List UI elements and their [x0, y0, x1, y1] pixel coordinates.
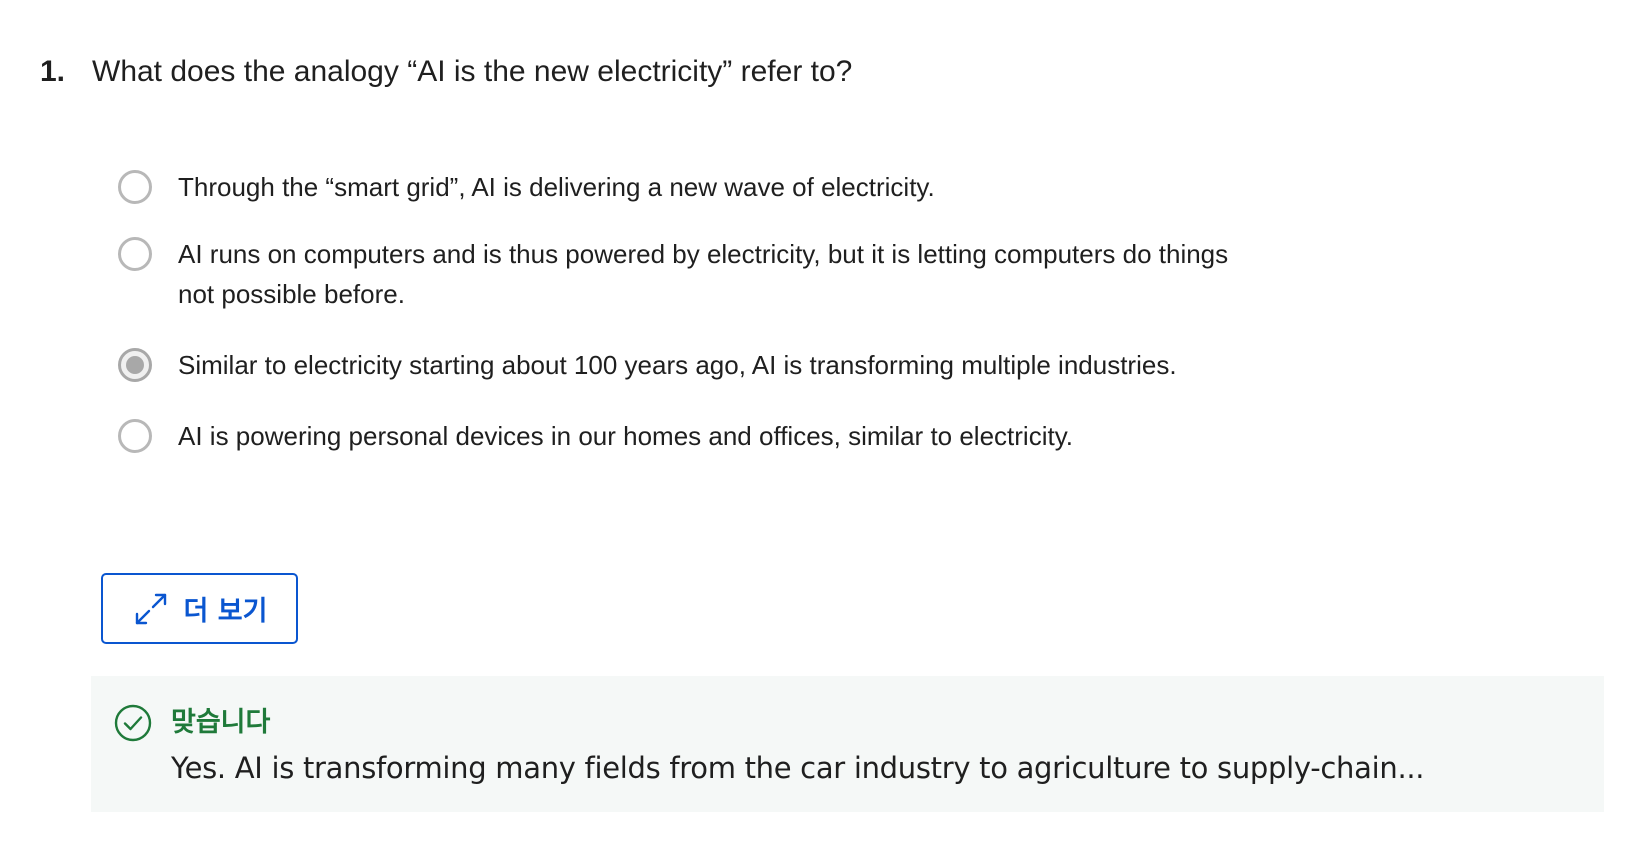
- show-more-label: 더 보기: [183, 596, 268, 627]
- radio-button-selected[interactable]: [118, 348, 152, 382]
- answer-options: Through the “smart grid”, AI is deliveri…: [118, 170, 1318, 486]
- radio-button[interactable]: [118, 237, 152, 271]
- option-text: AI runs on computers and is thus powered…: [178, 239, 1229, 309]
- question-number: 1.: [40, 55, 66, 88]
- feedback-panel: 맞습니다 Yes. AI is transforming many fields…: [91, 676, 1604, 812]
- question: 1. What does the analogy “AI is the new …: [40, 52, 852, 92]
- option-text: AI is powering personal devices in our h…: [178, 421, 1073, 451]
- expand-icon: [135, 593, 166, 624]
- option-text: Through the “smart grid”, AI is deliveri…: [178, 172, 935, 202]
- question-text: What does the analogy “AI is the new ele…: [92, 55, 853, 88]
- check-circle-icon: [114, 704, 152, 742]
- option-4[interactable]: AI is powering personal devices in our h…: [118, 419, 1318, 456]
- radio-button[interactable]: [118, 419, 152, 453]
- option-3[interactable]: Similar to electricity starting about 10…: [118, 348, 1318, 385]
- feedback-status: 맞습니다: [171, 707, 271, 738]
- show-more-button[interactable]: 더 보기: [101, 573, 298, 644]
- option-text: Similar to electricity starting about 10…: [178, 350, 1177, 380]
- radio-button[interactable]: [118, 170, 152, 204]
- option-1[interactable]: Through the “smart grid”, AI is deliveri…: [118, 170, 1318, 207]
- option-2[interactable]: AI runs on computers and is thus powered…: [118, 237, 1318, 314]
- feedback-explanation: Yes. AI is transforming many fields from…: [171, 751, 1425, 785]
